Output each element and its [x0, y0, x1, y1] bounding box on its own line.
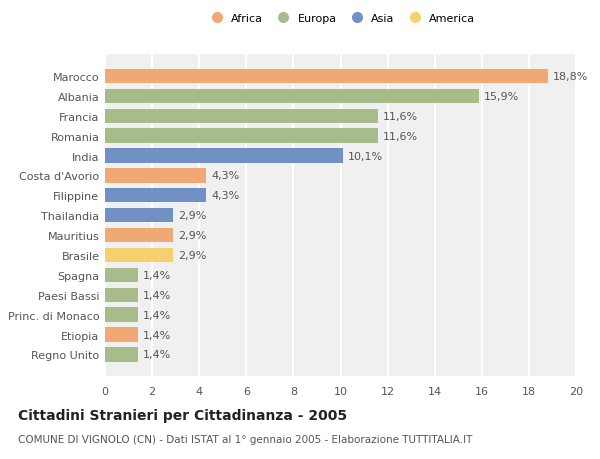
Bar [105, 208, 173, 223]
Text: 1,4%: 1,4% [143, 330, 171, 340]
Bar [105, 229, 173, 243]
Bar [105, 248, 173, 263]
Bar [105, 328, 138, 342]
Text: 1,4%: 1,4% [143, 350, 171, 359]
Bar [105, 90, 479, 104]
Text: 1,4%: 1,4% [143, 290, 171, 300]
Legend: Africa, Europa, Asia, America: Africa, Europa, Asia, America [201, 9, 480, 28]
Bar [105, 308, 138, 322]
Text: Cittadini Stranieri per Cittadinanza - 2005: Cittadini Stranieri per Cittadinanza - 2… [18, 409, 347, 422]
Bar [105, 129, 378, 144]
Text: 4,3%: 4,3% [211, 171, 239, 181]
Bar [105, 347, 138, 362]
Text: 1,4%: 1,4% [143, 270, 171, 280]
Bar [105, 189, 206, 203]
Text: 11,6%: 11,6% [383, 112, 418, 122]
Text: 11,6%: 11,6% [383, 131, 418, 141]
Text: 15,9%: 15,9% [484, 92, 520, 101]
Text: 2,9%: 2,9% [178, 230, 206, 241]
Text: 2,9%: 2,9% [178, 211, 206, 221]
Bar [105, 288, 138, 302]
Text: COMUNE DI VIGNOLO (CN) - Dati ISTAT al 1° gennaio 2005 - Elaborazione TUTTITALIA: COMUNE DI VIGNOLO (CN) - Dati ISTAT al 1… [18, 434, 472, 444]
Bar [105, 109, 378, 123]
Bar [105, 169, 206, 183]
Text: 1,4%: 1,4% [143, 310, 171, 320]
Text: 18,8%: 18,8% [553, 72, 588, 82]
Bar [105, 70, 548, 84]
Bar [105, 149, 343, 163]
Text: 2,9%: 2,9% [178, 251, 206, 260]
Bar [105, 268, 138, 282]
Text: 10,1%: 10,1% [347, 151, 383, 161]
Text: 4,3%: 4,3% [211, 191, 239, 201]
